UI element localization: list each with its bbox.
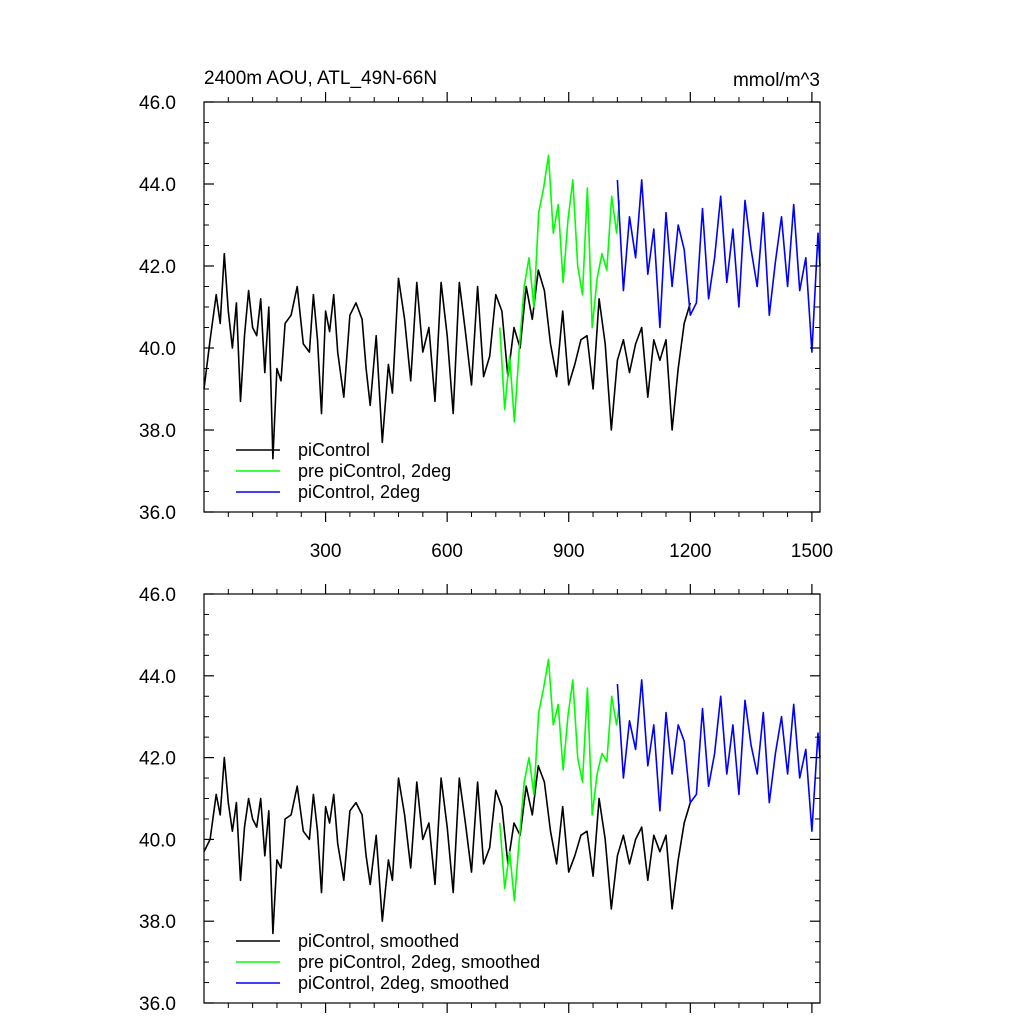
top-legend-label: pre piControl, 2deg [298,461,451,481]
bottom-series-line-1 [499,658,621,902]
top-legend-label: piControl [298,440,370,460]
bottom-plot-frame [203,593,821,1004]
bottom-ytick-label: 44.0 [139,667,176,688]
top-legend-label: piControl, 2deg [298,482,420,502]
top-xtick-label: 1500 [791,541,833,562]
top-ytick-label: 44.0 [139,175,176,196]
bottom-ytick-label: 36.0 [139,994,176,1015]
bottom-ytick-label: 38.0 [139,912,176,933]
bottom-legend-label: piControl, smoothed [298,931,459,951]
top-plot-frame [203,101,821,513]
top-xtick-label: 900 [553,541,585,562]
chart-title: 2400m AOU, ATL_49N-66N [204,68,437,89]
units-label: mmol/m^3 [733,70,820,91]
bottom-ytick-label: 40.0 [139,830,176,851]
top-ytick-label: 40.0 [139,339,176,360]
top-series-line-0 [203,252,692,460]
bottom-ytick-label: 42.0 [139,749,176,770]
top-ytick-label: 38.0 [139,421,176,442]
bottom-panel: 36.0 38.0 40.0 42.0 44.0 46.0 piControl, smoo… [139,584,821,1015]
bottom-series-line-0 [203,756,692,935]
top-panel: 2400m AOU, ATL_49N-66N mmol/m^3 36.0 38.0… [139,68,833,562]
bottom-series-line-2 [616,679,821,833]
top-xtick-label: 1200 [669,541,711,562]
top-xtick-label: 600 [431,541,463,562]
bottom-legend-label: piControl, 2deg, smoothed [298,973,509,993]
bottom-ytick-label: 46.0 [139,585,176,606]
bottom-legend-label: pre piControl, 2deg, smoothed [298,952,540,972]
top-ytick-label: 42.0 [139,257,176,278]
top-xtick-label: 300 [310,541,342,562]
top-ytick-label: 46.0 [139,93,176,114]
top-series-line-2 [616,179,821,353]
top-ytick-label: 36.0 [139,503,176,524]
top-series-line-1 [499,154,621,423]
